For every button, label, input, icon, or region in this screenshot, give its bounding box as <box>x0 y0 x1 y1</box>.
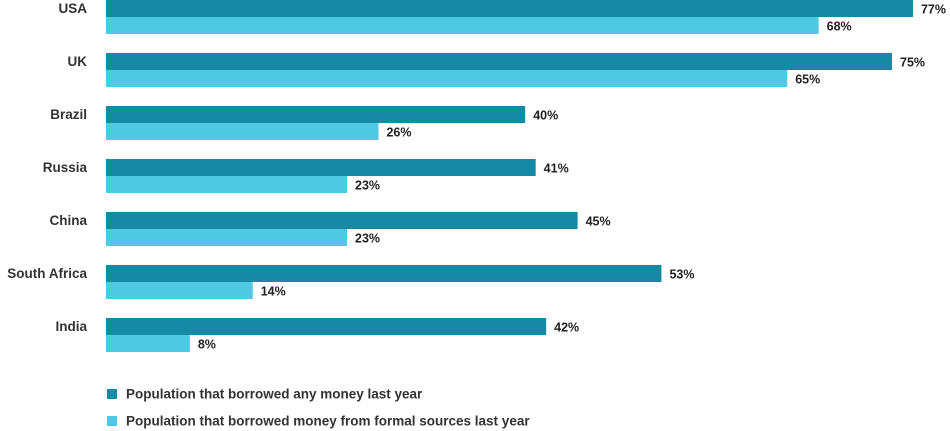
bar-any-borrowing <box>106 106 526 123</box>
value-label-formal: 23% <box>355 232 380 246</box>
bar-formal-borrowing <box>106 282 253 299</box>
category-label: Brazil <box>50 107 87 122</box>
bar-group-russia: Russia 41% 23% <box>43 159 569 193</box>
bars-layer: USA 77% 68% UK 75% 65% Brazil 40% 26% Russia 41% 23… <box>7 0 946 352</box>
value-label-formal: 68% <box>827 20 852 34</box>
legend-swatch-formal <box>107 416 117 426</box>
bar-formal-borrowing <box>106 70 788 87</box>
legend-label-formal: Population that borrowed money from form… <box>126 414 530 429</box>
category-label: South Africa <box>7 266 87 281</box>
category-label: China <box>49 213 87 228</box>
category-label: Russia <box>43 160 88 175</box>
bar-any-borrowing <box>106 212 578 229</box>
category-label: UK <box>68 54 88 69</box>
value-label-formal: 23% <box>355 179 380 193</box>
category-label: USA <box>58 1 87 16</box>
value-label-formal: 8% <box>198 338 216 352</box>
value-label-any: 53% <box>669 268 694 282</box>
value-label-any: 45% <box>586 215 611 229</box>
bar-formal-borrowing <box>106 176 348 193</box>
bar-formal-borrowing <box>106 17 819 34</box>
bar-any-borrowing <box>106 53 892 70</box>
bar-group-brazil: Brazil 40% 26% <box>50 106 558 140</box>
legend-label-any: Population that borrowed any money last … <box>126 387 423 402</box>
bar-any-borrowing <box>106 0 913 17</box>
value-label-formal: 26% <box>386 126 411 140</box>
legend: Population that borrowed any money last … <box>107 387 530 429</box>
legend-swatch-any <box>107 389 117 399</box>
bar-formal-borrowing <box>106 123 379 140</box>
bar-any-borrowing <box>106 159 536 176</box>
bar-any-borrowing <box>106 318 547 335</box>
value-label-formal: 14% <box>261 285 286 299</box>
value-label-any: 41% <box>544 162 569 176</box>
bar-formal-borrowing <box>106 335 190 352</box>
bar-formal-borrowing <box>106 229 348 246</box>
value-label-any: 77% <box>921 3 946 17</box>
bar-group-usa: USA 77% 68% <box>58 0 946 34</box>
value-label-any: 42% <box>554 321 579 335</box>
bar-any-borrowing <box>106 265 662 282</box>
bar-group-china: China 45% 23% <box>49 212 611 246</box>
value-label-any: 75% <box>900 56 925 70</box>
value-label-any: 40% <box>533 109 558 123</box>
value-label-formal: 65% <box>795 73 820 87</box>
bar-group-india: India 42% 8% <box>55 318 579 352</box>
category-label: India <box>55 319 87 334</box>
bar-group-uk: UK 75% 65% <box>68 53 925 87</box>
bar-group-south-africa: South Africa 53% 14% <box>7 265 694 299</box>
